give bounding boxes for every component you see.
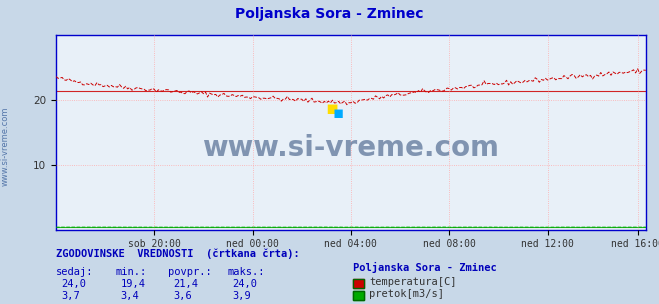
Text: Poljanska Sora - Zminec: Poljanska Sora - Zminec bbox=[235, 7, 424, 21]
Text: www.si-vreme.com: www.si-vreme.com bbox=[202, 134, 500, 162]
Text: Poljanska Sora - Zminec: Poljanska Sora - Zminec bbox=[353, 262, 496, 273]
Text: ▪: ▪ bbox=[332, 104, 343, 122]
Text: povpr.:: povpr.: bbox=[168, 267, 212, 277]
Text: sedaj:: sedaj: bbox=[56, 267, 94, 277]
Text: 3,7: 3,7 bbox=[61, 291, 80, 301]
Text: 21,4: 21,4 bbox=[173, 279, 198, 289]
Text: pretok[m3/s]: pretok[m3/s] bbox=[369, 289, 444, 299]
Text: ZGODOVINSKE  VREDNOSTI  (črtkana črta):: ZGODOVINSKE VREDNOSTI (črtkana črta): bbox=[56, 248, 300, 259]
Text: 24,0: 24,0 bbox=[61, 279, 86, 289]
Text: maks.:: maks.: bbox=[227, 267, 265, 277]
Text: www.si-vreme.com: www.si-vreme.com bbox=[1, 106, 10, 186]
Text: 24,0: 24,0 bbox=[233, 279, 258, 289]
Text: temperatura[C]: temperatura[C] bbox=[369, 277, 457, 287]
Text: ▪: ▪ bbox=[326, 99, 339, 118]
Text: 3,6: 3,6 bbox=[173, 291, 192, 301]
Text: 3,9: 3,9 bbox=[233, 291, 251, 301]
Text: 19,4: 19,4 bbox=[121, 279, 146, 289]
Text: 3,4: 3,4 bbox=[121, 291, 139, 301]
Text: min.:: min.: bbox=[115, 267, 146, 277]
